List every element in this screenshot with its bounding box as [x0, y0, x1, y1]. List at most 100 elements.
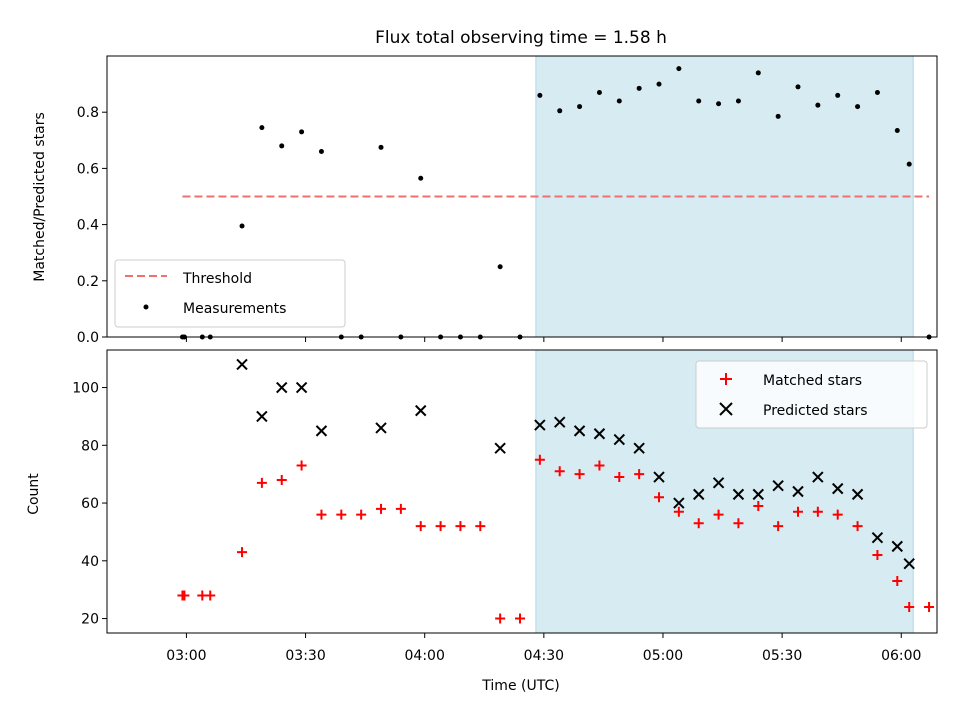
predicted-stars-marker	[295, 381, 308, 394]
matched-stars-marker	[924, 602, 935, 613]
bottom-y-tick-label: 40	[81, 554, 99, 570]
top-axes-frame	[106, 55, 938, 338]
predicted-stars-marker	[693, 488, 705, 501]
x-tick-label: 04:30	[524, 648, 564, 664]
predicted-stars-marker	[236, 358, 248, 371]
measurements-point	[557, 108, 563, 114]
predicted-stars-marker	[315, 425, 328, 437]
predicted-stars-marker	[415, 404, 427, 417]
matched-stars-marker	[316, 509, 327, 520]
top-y-tick-label: 0.4	[77, 218, 99, 234]
predicted-stars-marker	[673, 497, 685, 509]
measurements-point	[318, 149, 324, 155]
top-panel: 0.00.20.40.60.8 Matched/Predicted stars …	[32, 55, 938, 346]
top-y-axis-label: Matched/Predicted stars	[32, 112, 48, 282]
measurements-point	[906, 161, 912, 167]
predicted-stars-marker	[375, 422, 387, 434]
measurements-point	[676, 66, 682, 72]
top-y-tick-label: 0.0	[77, 330, 99, 346]
predicted-stars-marker	[276, 381, 288, 394]
matched-stars-marker	[554, 466, 565, 477]
predicted-stars-marker	[752, 488, 764, 501]
matched-stars-marker	[376, 503, 387, 514]
matched-stars-marker	[812, 506, 823, 517]
measurements-point	[259, 125, 265, 131]
predicted-stars-marker	[653, 471, 665, 483]
measurements-point	[835, 92, 841, 98]
matched-stars-marker	[276, 474, 287, 485]
predicted-stars-marker	[494, 442, 506, 454]
matched-stars-marker	[256, 477, 267, 488]
measurements-legend-label: Measurements	[183, 301, 286, 317]
x-axis-label: Time (UTC)	[481, 678, 559, 694]
matched-stars-marker	[654, 492, 665, 503]
threshold-legend-label: Threshold	[182, 271, 252, 287]
measurements-point	[537, 92, 543, 98]
matched-stars-marker	[594, 460, 605, 471]
measurements-point	[378, 144, 384, 150]
bottom-y-tick-label: 100	[72, 381, 99, 397]
matched-stars-marker	[534, 454, 545, 465]
bottom-axes-frame	[106, 349, 938, 634]
matched-stars-marker	[693, 518, 704, 529]
matched-stars-marker	[179, 590, 190, 601]
measurements-point	[656, 81, 662, 87]
measurements-point	[755, 70, 761, 76]
measurements-point	[716, 101, 722, 107]
predicted-stars-marker	[633, 442, 645, 454]
measurements-point	[299, 129, 305, 135]
predicted-stars-marker	[613, 433, 626, 446]
x-tick-label: 04:00	[405, 648, 445, 664]
matched-stars-marker	[753, 500, 764, 511]
matched-stars-marker	[832, 509, 843, 520]
top-y-tick-label: 0.8	[77, 105, 99, 121]
measurements-point	[775, 113, 781, 119]
predicted-stars-marker	[772, 480, 784, 492]
top-legend-box	[114, 259, 346, 328]
matched-stars-marker	[475, 521, 486, 532]
matched-stars-marker	[495, 613, 506, 624]
measurements-point	[696, 98, 702, 104]
matched-stars-marker	[634, 469, 645, 480]
matched-stars-marker	[336, 509, 347, 520]
bottom-legend-box	[695, 360, 928, 429]
predicted-legend-marker	[719, 402, 733, 416]
bottom-legend: Matched stars Predicted stars	[695, 360, 928, 429]
matched-stars-marker	[415, 521, 426, 532]
matched-stars-marker	[852, 521, 863, 532]
x-tick-label: 03:30	[285, 648, 325, 664]
matched-stars-marker	[733, 518, 744, 529]
predicted-stars-marker	[593, 428, 606, 440]
bottom-y-axis-label: Count	[26, 473, 42, 515]
measurements-point	[497, 264, 503, 270]
matched-stars-marker	[395, 503, 406, 514]
predicted-stars-marker	[832, 482, 844, 495]
measurements-legend-marker	[143, 304, 149, 310]
matched-stars-marker	[773, 521, 784, 532]
predicted-stars-marker	[903, 557, 915, 570]
matched-stars-marker	[614, 472, 625, 483]
measurements-point	[616, 98, 622, 104]
matched-legend-label: Matched stars	[763, 373, 862, 389]
predicted-stars-marker	[812, 471, 824, 483]
measurements-point	[577, 104, 583, 110]
measurements-point	[636, 85, 642, 91]
predicted-stars-marker	[573, 425, 586, 437]
matched-stars-marker	[356, 509, 367, 520]
predicted-stars-marker	[534, 419, 546, 431]
bottom-panel: 20 40 60 80 100 03:00 03:30 04:00 04:30 05:00 05:3…	[26, 349, 938, 694]
top-legend: Threshold Measurements	[114, 259, 346, 328]
x-tick-label: 06:00	[881, 648, 921, 664]
predicted-stars-marker	[256, 410, 268, 423]
matched-stars-marker	[904, 602, 915, 613]
predicted-stars-marker	[732, 488, 745, 501]
matched-stars-marker	[296, 460, 307, 471]
x-tick-label: 03:00	[166, 648, 206, 664]
measurements-point	[735, 98, 741, 104]
top-y-tick-label: 0.2	[77, 274, 99, 290]
predicted-stars-marker	[871, 531, 884, 544]
matched-stars-marker	[515, 613, 526, 624]
predicted-stars-marker	[712, 477, 725, 489]
predicted-stars-marker	[792, 485, 804, 498]
